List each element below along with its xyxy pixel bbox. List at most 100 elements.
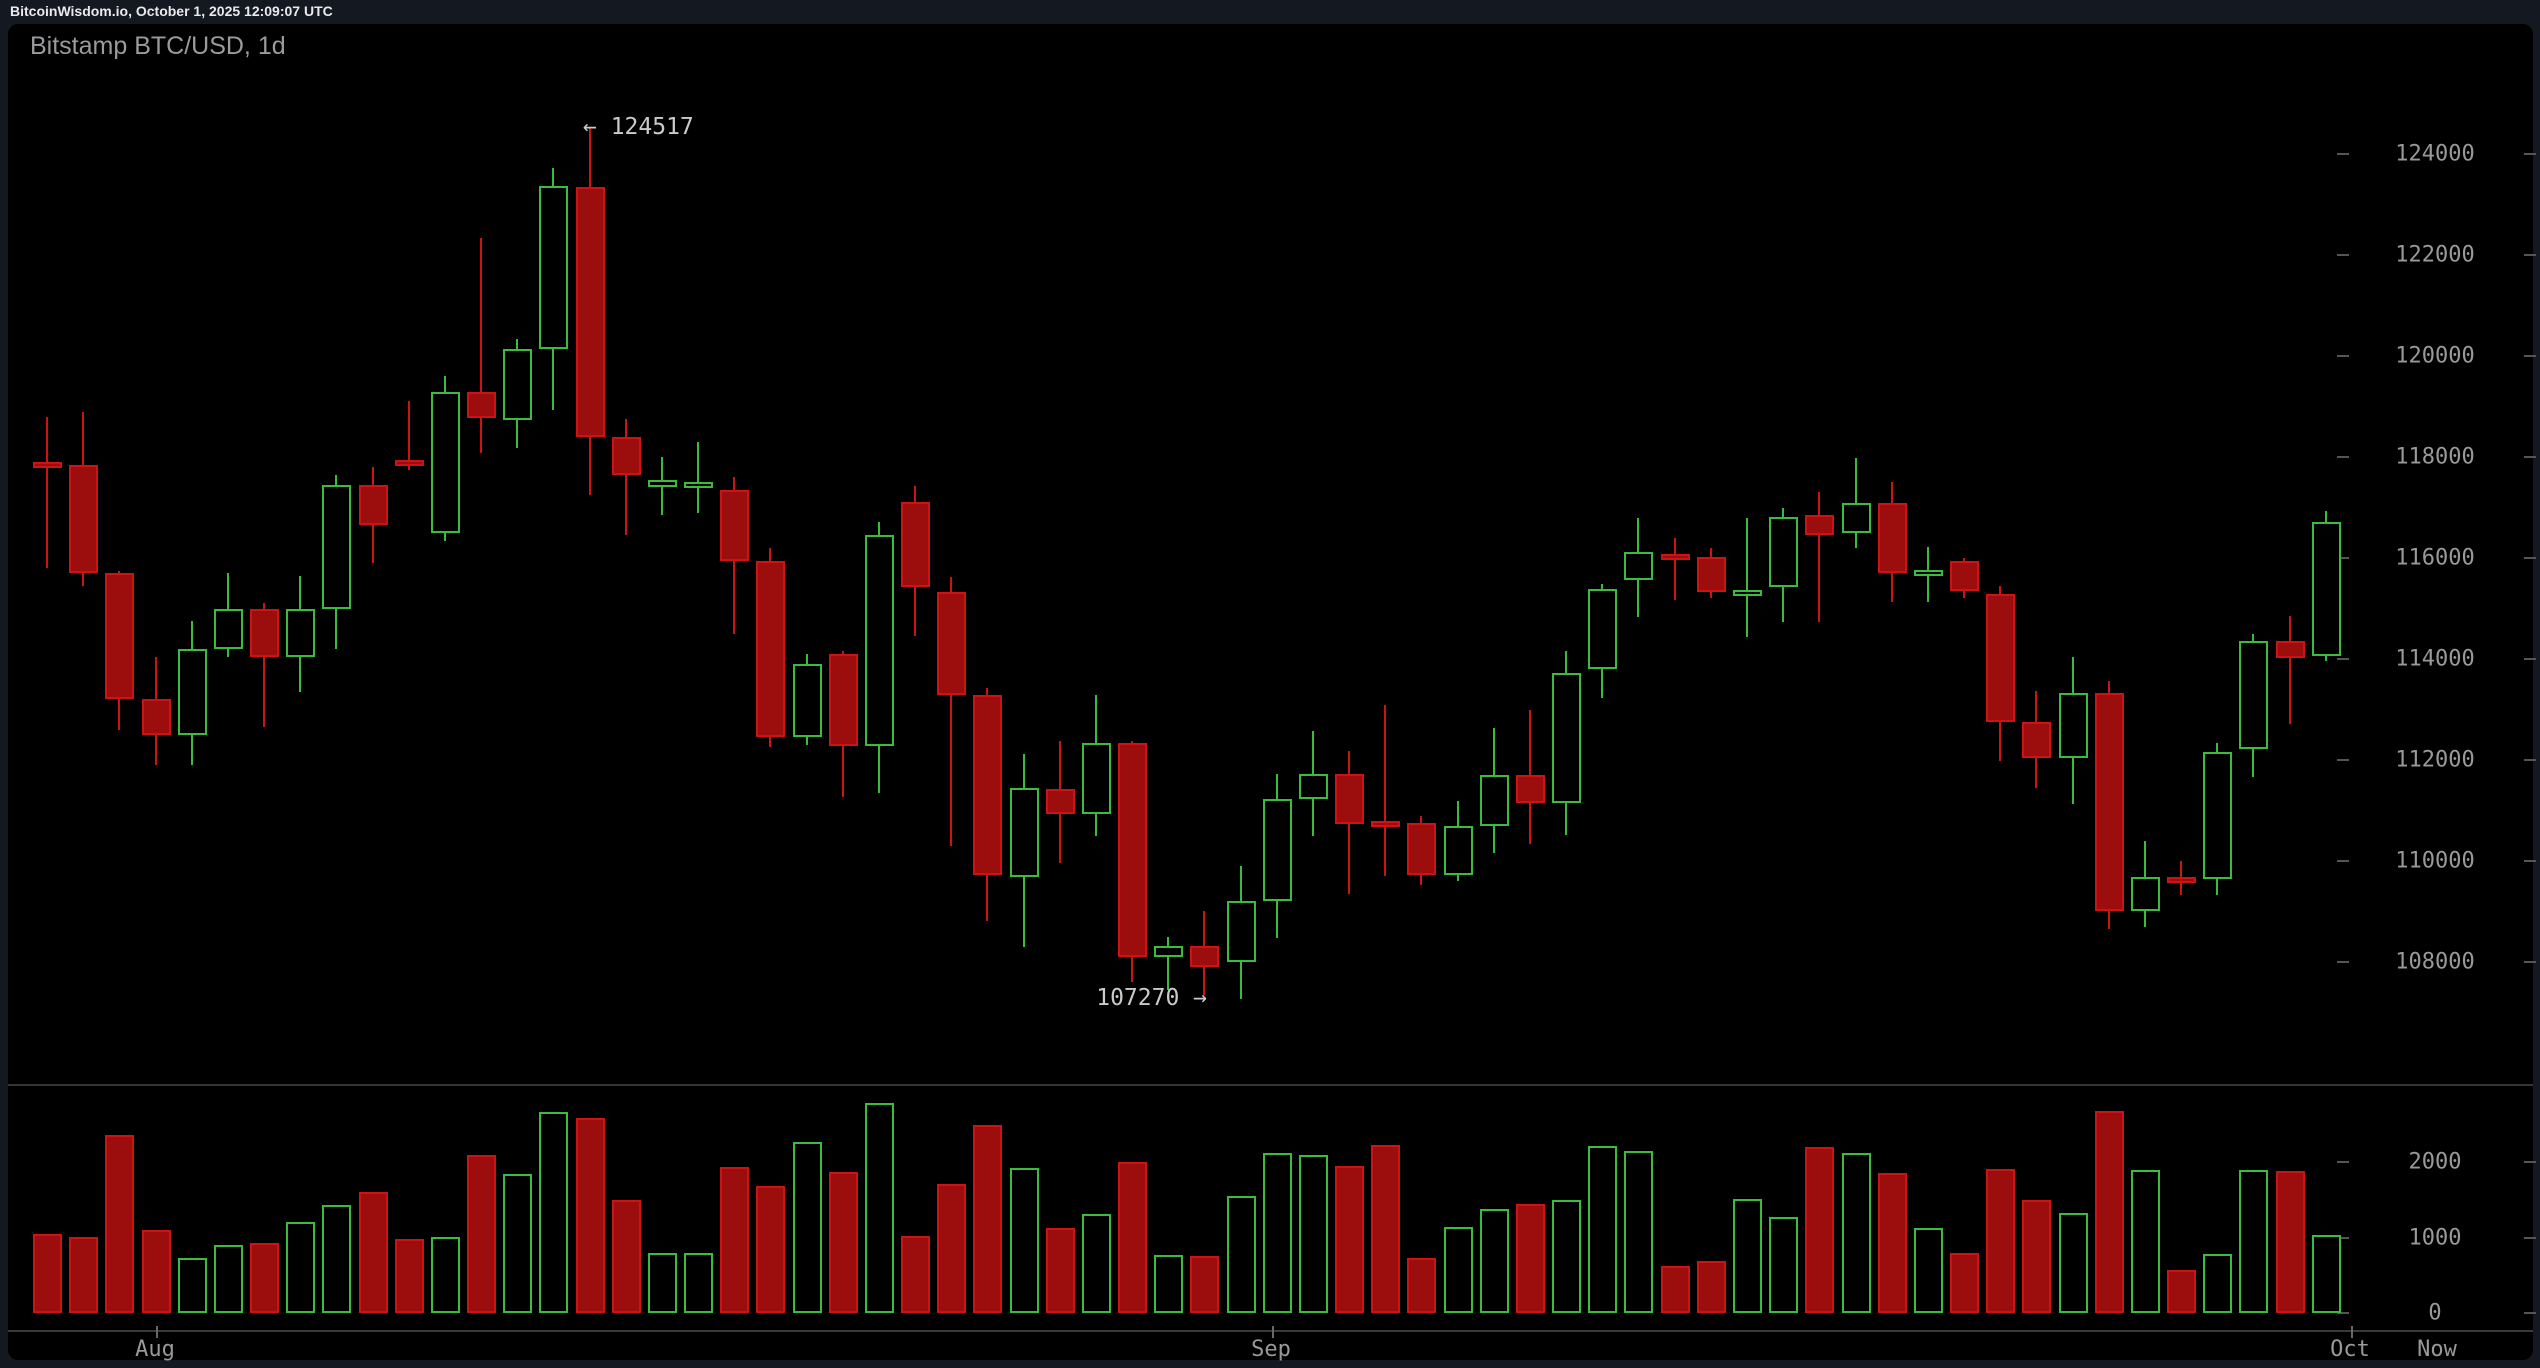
volume-bar xyxy=(1371,1145,1401,1313)
candle xyxy=(1335,773,1365,824)
candle xyxy=(1045,788,1075,815)
month-tick-oct xyxy=(2351,1326,2353,1338)
volume-axis-label: 0 xyxy=(2428,1300,2442,1326)
candle-wick xyxy=(697,441,700,513)
volume-tick-dash-right xyxy=(2524,1312,2536,1314)
volume-bar xyxy=(467,1155,497,1313)
price-volume-divider xyxy=(8,1084,2533,1086)
candle xyxy=(503,348,533,421)
volume-bar xyxy=(1696,1260,1726,1313)
candle xyxy=(1407,822,1437,876)
price-tick-dash-right xyxy=(2524,456,2536,459)
volume-bar xyxy=(792,1141,822,1313)
volume-bar xyxy=(1805,1147,1835,1313)
volume-tick-dash-right xyxy=(2524,1161,2536,1164)
volume-bar xyxy=(1986,1168,2016,1313)
candle xyxy=(2022,722,2052,759)
volume-bar xyxy=(1877,1173,1907,1313)
price-axis-label: 124000 xyxy=(2395,141,2475,167)
volume-bar xyxy=(2239,1169,2269,1313)
x-axis-label-oct: Oct xyxy=(2330,1337,2370,1362)
candle xyxy=(105,573,135,700)
volume-bar xyxy=(828,1172,858,1313)
volume-bar xyxy=(1624,1150,1654,1313)
x-axis-label-now: Now xyxy=(2417,1337,2457,1362)
volume-bar xyxy=(1081,1214,1111,1313)
candle xyxy=(322,484,352,609)
volume-bar xyxy=(2130,1169,2160,1313)
candle xyxy=(756,560,786,738)
volume-bar xyxy=(250,1242,280,1313)
volume-bar xyxy=(1588,1146,1618,1313)
volume-bar xyxy=(358,1192,388,1313)
candle xyxy=(1298,773,1328,799)
candle xyxy=(720,489,750,561)
price-axis-label: 120000 xyxy=(2395,343,2475,369)
price-tick-dash-right xyxy=(2524,557,2536,560)
candle xyxy=(33,462,62,469)
volume-bar xyxy=(1515,1204,1545,1313)
candle xyxy=(973,694,1003,876)
price-tick-dash-left xyxy=(2337,355,2349,358)
candle xyxy=(1769,517,1799,587)
volume-bar xyxy=(1552,1199,1582,1313)
candle-wick xyxy=(480,237,483,453)
volume-bar xyxy=(105,1134,135,1313)
candle xyxy=(1515,775,1545,803)
candle xyxy=(1588,588,1618,669)
price-axis-label: 110000 xyxy=(2395,848,2475,874)
candle xyxy=(1009,787,1039,878)
candle xyxy=(250,608,280,657)
candle xyxy=(1371,820,1401,827)
volume-bar xyxy=(33,1233,62,1313)
price-tick-dash-left xyxy=(2337,254,2349,256)
volume-bar xyxy=(1950,1252,1979,1313)
candle xyxy=(2311,522,2341,656)
candle xyxy=(828,654,858,746)
candle xyxy=(286,608,316,657)
price-tick-dash-right xyxy=(2524,254,2536,256)
candle xyxy=(213,608,243,649)
price-tick-dash-left xyxy=(2337,961,2349,964)
volume-bar xyxy=(69,1236,99,1313)
volume-bar xyxy=(720,1167,750,1313)
volume-bar xyxy=(1118,1162,1148,1313)
volume-bar xyxy=(1298,1154,1328,1313)
candle xyxy=(1950,561,1979,591)
candle-wick xyxy=(407,401,410,470)
candle xyxy=(1479,775,1509,827)
candle-wick xyxy=(1384,704,1387,877)
high-annotation: ← 124517 xyxy=(583,113,694,140)
candle xyxy=(2275,640,2305,659)
candle xyxy=(1805,515,1835,535)
price-axis-label: 118000 xyxy=(2395,444,2475,470)
candle-wick xyxy=(46,416,48,569)
volume-bar xyxy=(901,1236,931,1313)
price-tick-dash-right xyxy=(2524,153,2536,155)
candle xyxy=(864,534,894,746)
candle xyxy=(575,186,605,437)
candle-wick xyxy=(950,577,953,846)
volume-bar xyxy=(647,1253,677,1313)
candle xyxy=(1552,672,1582,803)
price-tick-dash-right xyxy=(2524,355,2536,358)
candle xyxy=(1262,798,1292,901)
volume-bar xyxy=(213,1244,243,1313)
volume-bar xyxy=(1732,1198,1762,1313)
price-axis-label: 108000 xyxy=(2395,949,2475,975)
candle-wick xyxy=(1854,458,1857,548)
candle xyxy=(2167,877,2197,884)
price-axis-label: 114000 xyxy=(2395,646,2475,672)
candle xyxy=(141,699,171,735)
price-tick-dash-right xyxy=(2524,961,2536,964)
candle xyxy=(1118,742,1148,958)
price-tick-dash-left xyxy=(2337,456,2349,459)
candle xyxy=(467,391,497,419)
candle-wick xyxy=(1745,518,1748,637)
price-axis-label: 116000 xyxy=(2395,545,2475,571)
candle-wick xyxy=(263,603,266,728)
volume-bar xyxy=(1226,1196,1256,1313)
volume-tick-dash-left xyxy=(2337,1236,2349,1239)
